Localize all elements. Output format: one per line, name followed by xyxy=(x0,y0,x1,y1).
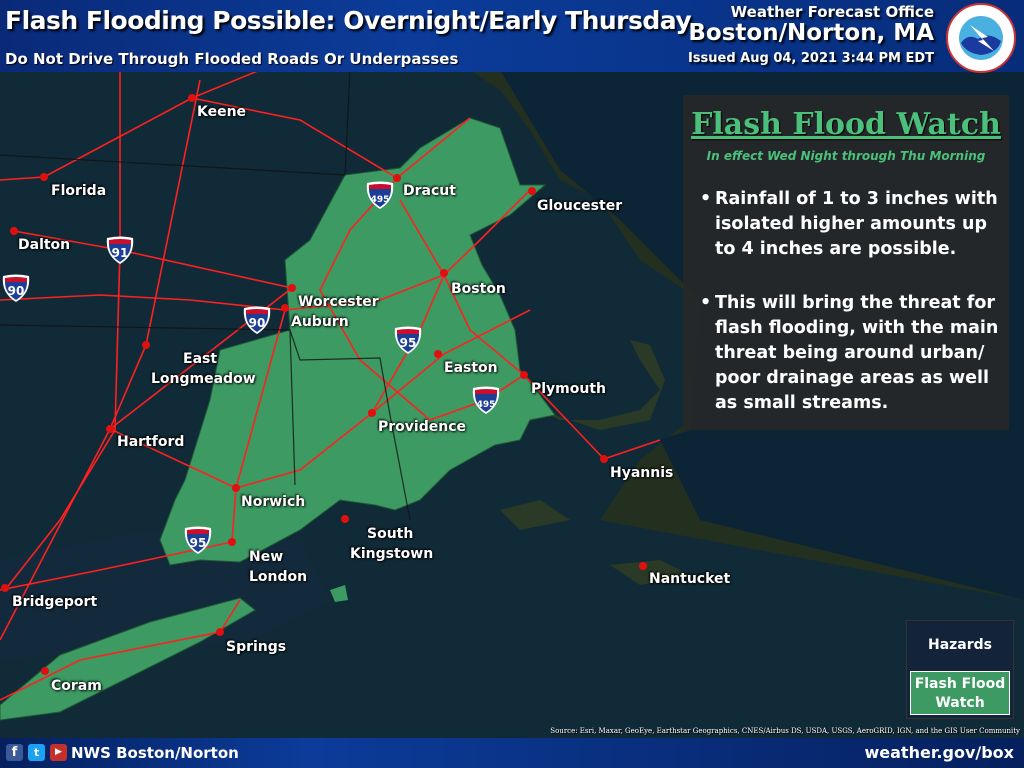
city-dot xyxy=(393,174,401,182)
city-dot xyxy=(528,187,536,195)
interstate-shield-495: 495 xyxy=(365,180,395,210)
city-dot xyxy=(368,409,376,417)
city-label: Worcester xyxy=(298,294,379,310)
svg-text:91: 91 xyxy=(112,246,129,260)
issued-time: Issued Aug 04, 2021 3:44 PM EDT xyxy=(687,51,934,66)
social-handle: NWS Boston/Norton xyxy=(71,744,239,762)
city-label: Springs xyxy=(226,639,287,655)
city-label: Norwich xyxy=(241,494,306,510)
office-name: Boston/Norton, MA xyxy=(688,20,934,46)
footer-bar: f t ▶ NWS Boston/Norton weather.gov/box xyxy=(0,738,1024,768)
city-dot xyxy=(281,304,289,312)
hazard-title: Flash Flood Watch xyxy=(691,107,1001,142)
city-label: Nantucket xyxy=(649,571,731,587)
page-title: Flash Flooding Possible: Overnight/Early… xyxy=(5,6,692,35)
info-bullet: This will bring the threat for flash flo… xyxy=(700,291,1005,416)
interstate-shield-91: 91 xyxy=(105,235,135,265)
city-label: Gloucester xyxy=(537,198,623,214)
hazard-timing: In effect Wed Night through Thu Morning xyxy=(706,149,986,163)
interstate-shield-95: 95 xyxy=(393,325,423,355)
office-label: Weather Forecast Office xyxy=(730,3,934,21)
state-borders xyxy=(0,69,411,521)
interstate-shield-90: 90 xyxy=(242,305,272,335)
city-dot xyxy=(142,341,150,349)
city-dot xyxy=(288,284,296,292)
city-label: Providence xyxy=(378,419,466,435)
city-dot xyxy=(232,484,240,492)
city-dot xyxy=(188,94,196,102)
legend-title: Hazards xyxy=(927,637,993,653)
svg-text:95: 95 xyxy=(400,336,417,350)
city-dot xyxy=(106,425,114,433)
info-bullet: Rainfall of 1 to 3 inches with isolated … xyxy=(700,187,1005,262)
info-panel: Flash Flood Watch In effect Wed Night th… xyxy=(683,95,1009,430)
city-label: Dalton xyxy=(18,237,71,253)
city-dot xyxy=(600,455,608,463)
page-subtitle: Do Not Drive Through Flooded Roads Or Un… xyxy=(5,50,459,68)
city-dot xyxy=(228,538,236,546)
city-label: Easton xyxy=(444,360,498,376)
city-label: Auburn xyxy=(291,314,349,330)
city-dot xyxy=(520,371,528,379)
city-label: Longmeadow xyxy=(151,371,256,387)
city-label: Kingstown xyxy=(350,546,434,562)
city-label: Keene xyxy=(197,104,247,120)
city-dot xyxy=(440,269,448,277)
nws-logo xyxy=(946,3,1016,73)
city-label: Dracut xyxy=(403,183,456,199)
interstate-shield-90: 90 xyxy=(1,273,31,303)
svg-text:95: 95 xyxy=(190,536,207,550)
city-dot xyxy=(216,628,224,636)
city-label: South xyxy=(367,526,414,542)
svg-text:495: 495 xyxy=(371,195,390,205)
facebook-icon[interactable]: f xyxy=(6,744,23,761)
svg-text:90: 90 xyxy=(249,316,266,330)
city-dot xyxy=(1,584,9,592)
city-dot xyxy=(10,227,18,235)
city-label: Boston xyxy=(451,281,506,297)
city-label: Coram xyxy=(51,678,102,694)
city-dot xyxy=(40,173,48,181)
city-label: Hyannis xyxy=(610,465,674,481)
svg-text:90: 90 xyxy=(8,284,25,298)
city-label: Hartford xyxy=(117,434,185,450)
website-link[interactable]: weather.gov/box xyxy=(864,743,1015,762)
interstate-shield-495: 495 xyxy=(471,385,501,415)
twitter-icon[interactable]: t xyxy=(28,744,45,761)
city-label: East xyxy=(183,351,218,367)
interstate-shield-95: 95 xyxy=(183,525,213,555)
legend-item-flash-flood-watch: Flash Flood Watch xyxy=(910,671,1010,715)
city-dot xyxy=(341,515,349,523)
city-label: Florida xyxy=(51,183,107,199)
city-label: London xyxy=(249,569,308,585)
city-dot xyxy=(41,667,49,675)
city-dot xyxy=(434,350,442,358)
city-label: New xyxy=(249,549,284,565)
map-source-credit: Source: Esri, Maxar, GeoEye, Earthstar G… xyxy=(550,727,1020,735)
city-dot xyxy=(639,562,647,570)
header-bar: Flash Flooding Possible: Overnight/Early… xyxy=(0,0,1024,73)
city-label: Plymouth xyxy=(531,381,607,397)
legend: Hazards Flash Flood Watch xyxy=(906,620,1014,719)
youtube-icon[interactable]: ▶ xyxy=(50,744,67,761)
city-label: Bridgeport xyxy=(12,594,98,610)
svg-text:495: 495 xyxy=(477,400,496,410)
